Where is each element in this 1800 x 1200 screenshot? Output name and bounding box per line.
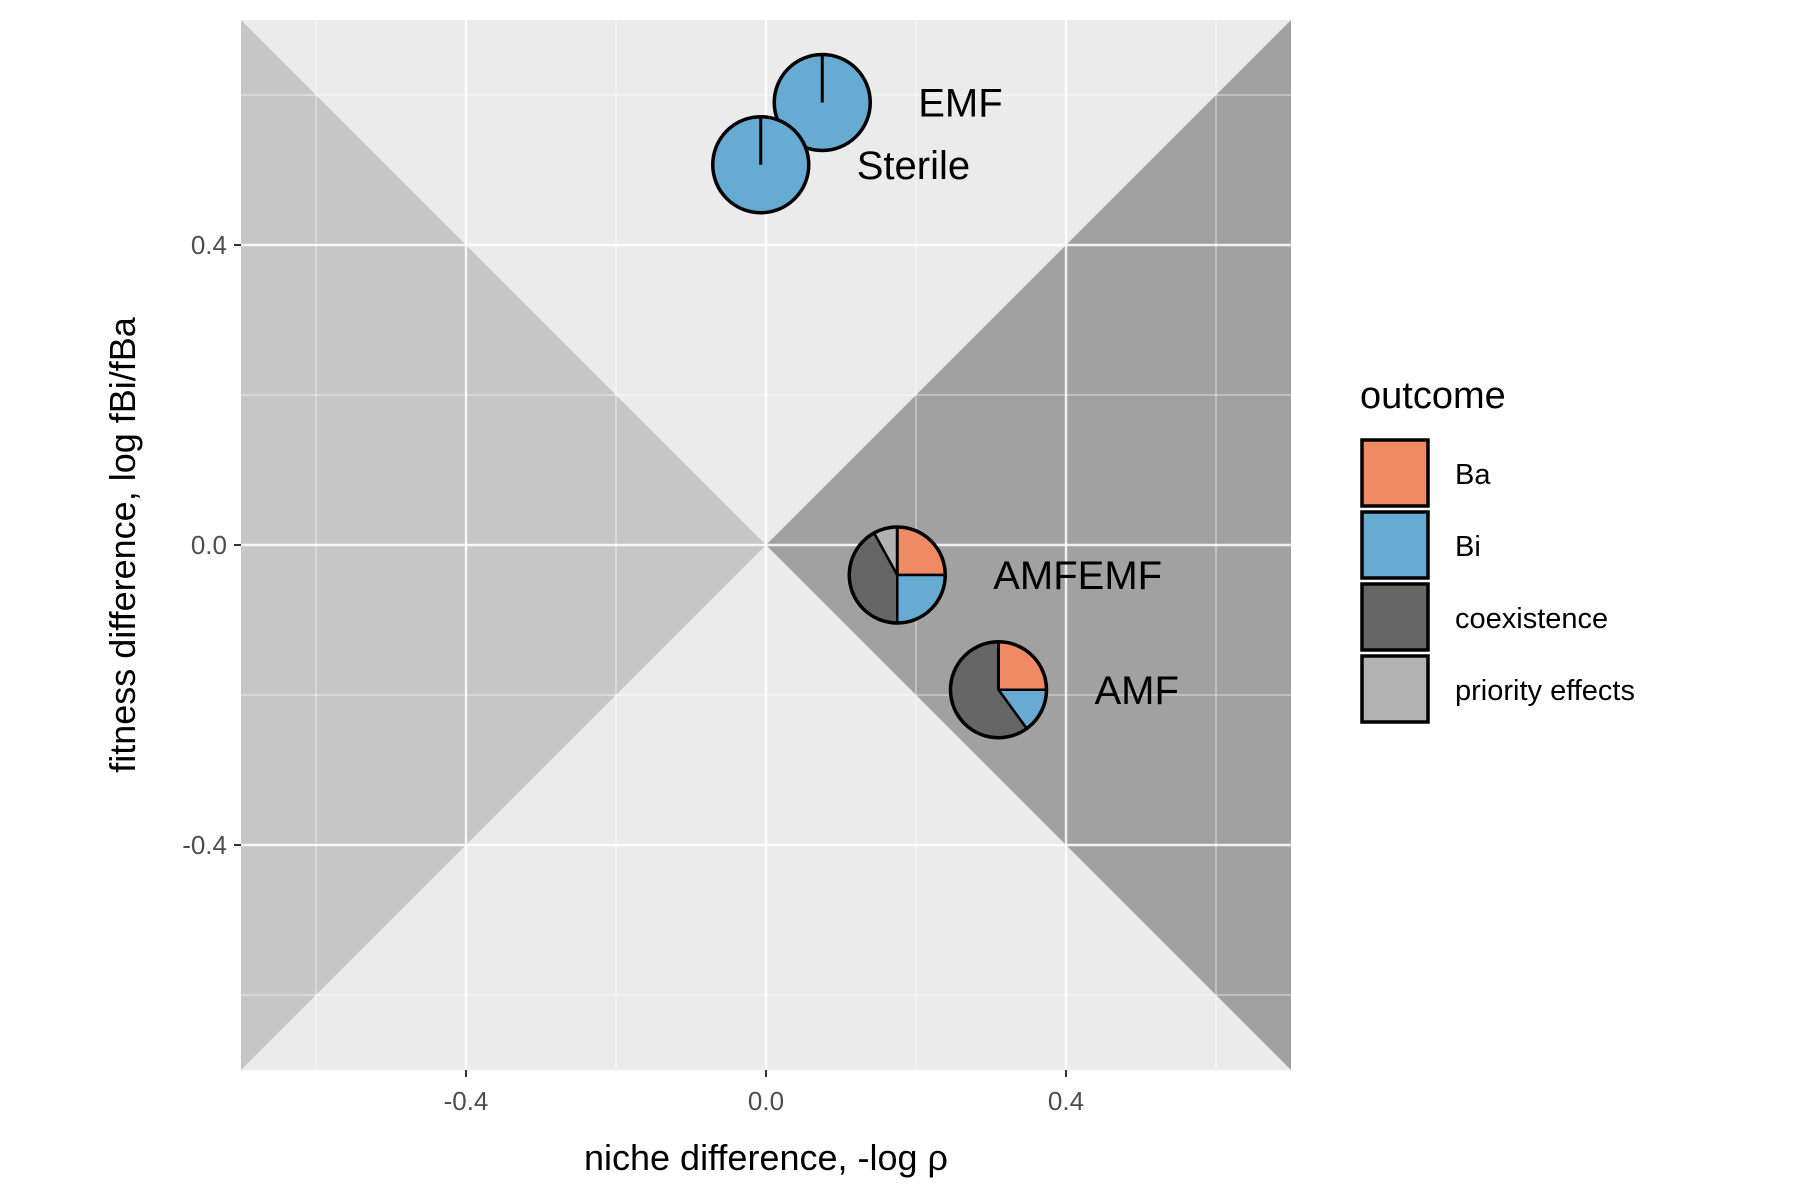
y-tick-label: -0.4 (182, 830, 227, 860)
legend-title: outcome (1360, 375, 1506, 417)
x-tick-label: 0.0 (748, 1086, 784, 1116)
y-axis-title: fitness difference, log fBi/fBa (102, 316, 143, 773)
pie-emf (772, 52, 872, 153)
legend-label: priority effects (1455, 675, 1635, 707)
pie-outline (772, 52, 872, 153)
y-axis: -0.4 0.0 0.4 (182, 230, 241, 860)
legend-entry-Ba: Ba (1360, 438, 1491, 508)
legend-label: Ba (1455, 459, 1491, 491)
legend: outcome Ba Bi coexistence priority effects (1360, 375, 1635, 724)
legend-entry-priority-effects: priority effects (1360, 654, 1635, 724)
x-axis-title: niche difference, -log ρ (584, 1137, 948, 1178)
point-label-amf: AMF (1095, 669, 1179, 713)
x-tick-label: -0.4 (444, 1086, 489, 1116)
legend-label: coexistence (1455, 603, 1608, 635)
point-label-sterile: Sterile (857, 144, 970, 188)
legend-entries: Ba Bi coexistence priority effects (1360, 438, 1635, 724)
legend-entry-Bi: Bi (1360, 510, 1481, 580)
pie-sterile (711, 115, 811, 215)
pie-outline (948, 640, 1049, 740)
y-tick-label: 0.0 (191, 530, 227, 560)
pie-amfemf (847, 525, 947, 625)
legend-key (1360, 510, 1430, 580)
major-gridlines (241, 20, 1291, 1070)
point-label-amfemf: AMFEMF (993, 554, 1162, 598)
pie-outline (711, 115, 811, 215)
legend-entry-coexistence: coexistence (1360, 582, 1608, 652)
legend-key (1360, 582, 1430, 652)
pie-points (711, 52, 1049, 740)
point-label-emf: EMF (918, 82, 1002, 126)
legend-key (1360, 438, 1430, 508)
pie-amf (948, 640, 1049, 740)
legend-key (1360, 654, 1430, 724)
point-labels: EMF Sterile AMFEMF AMF (857, 82, 1179, 713)
x-axis: -0.4 0.0 0.4 (444, 1070, 1084, 1116)
y-tick-label: 0.4 (191, 230, 227, 260)
x-tick-label: 0.4 (1048, 1086, 1084, 1116)
pie-outline (847, 525, 947, 625)
legend-label: Bi (1455, 531, 1481, 563)
